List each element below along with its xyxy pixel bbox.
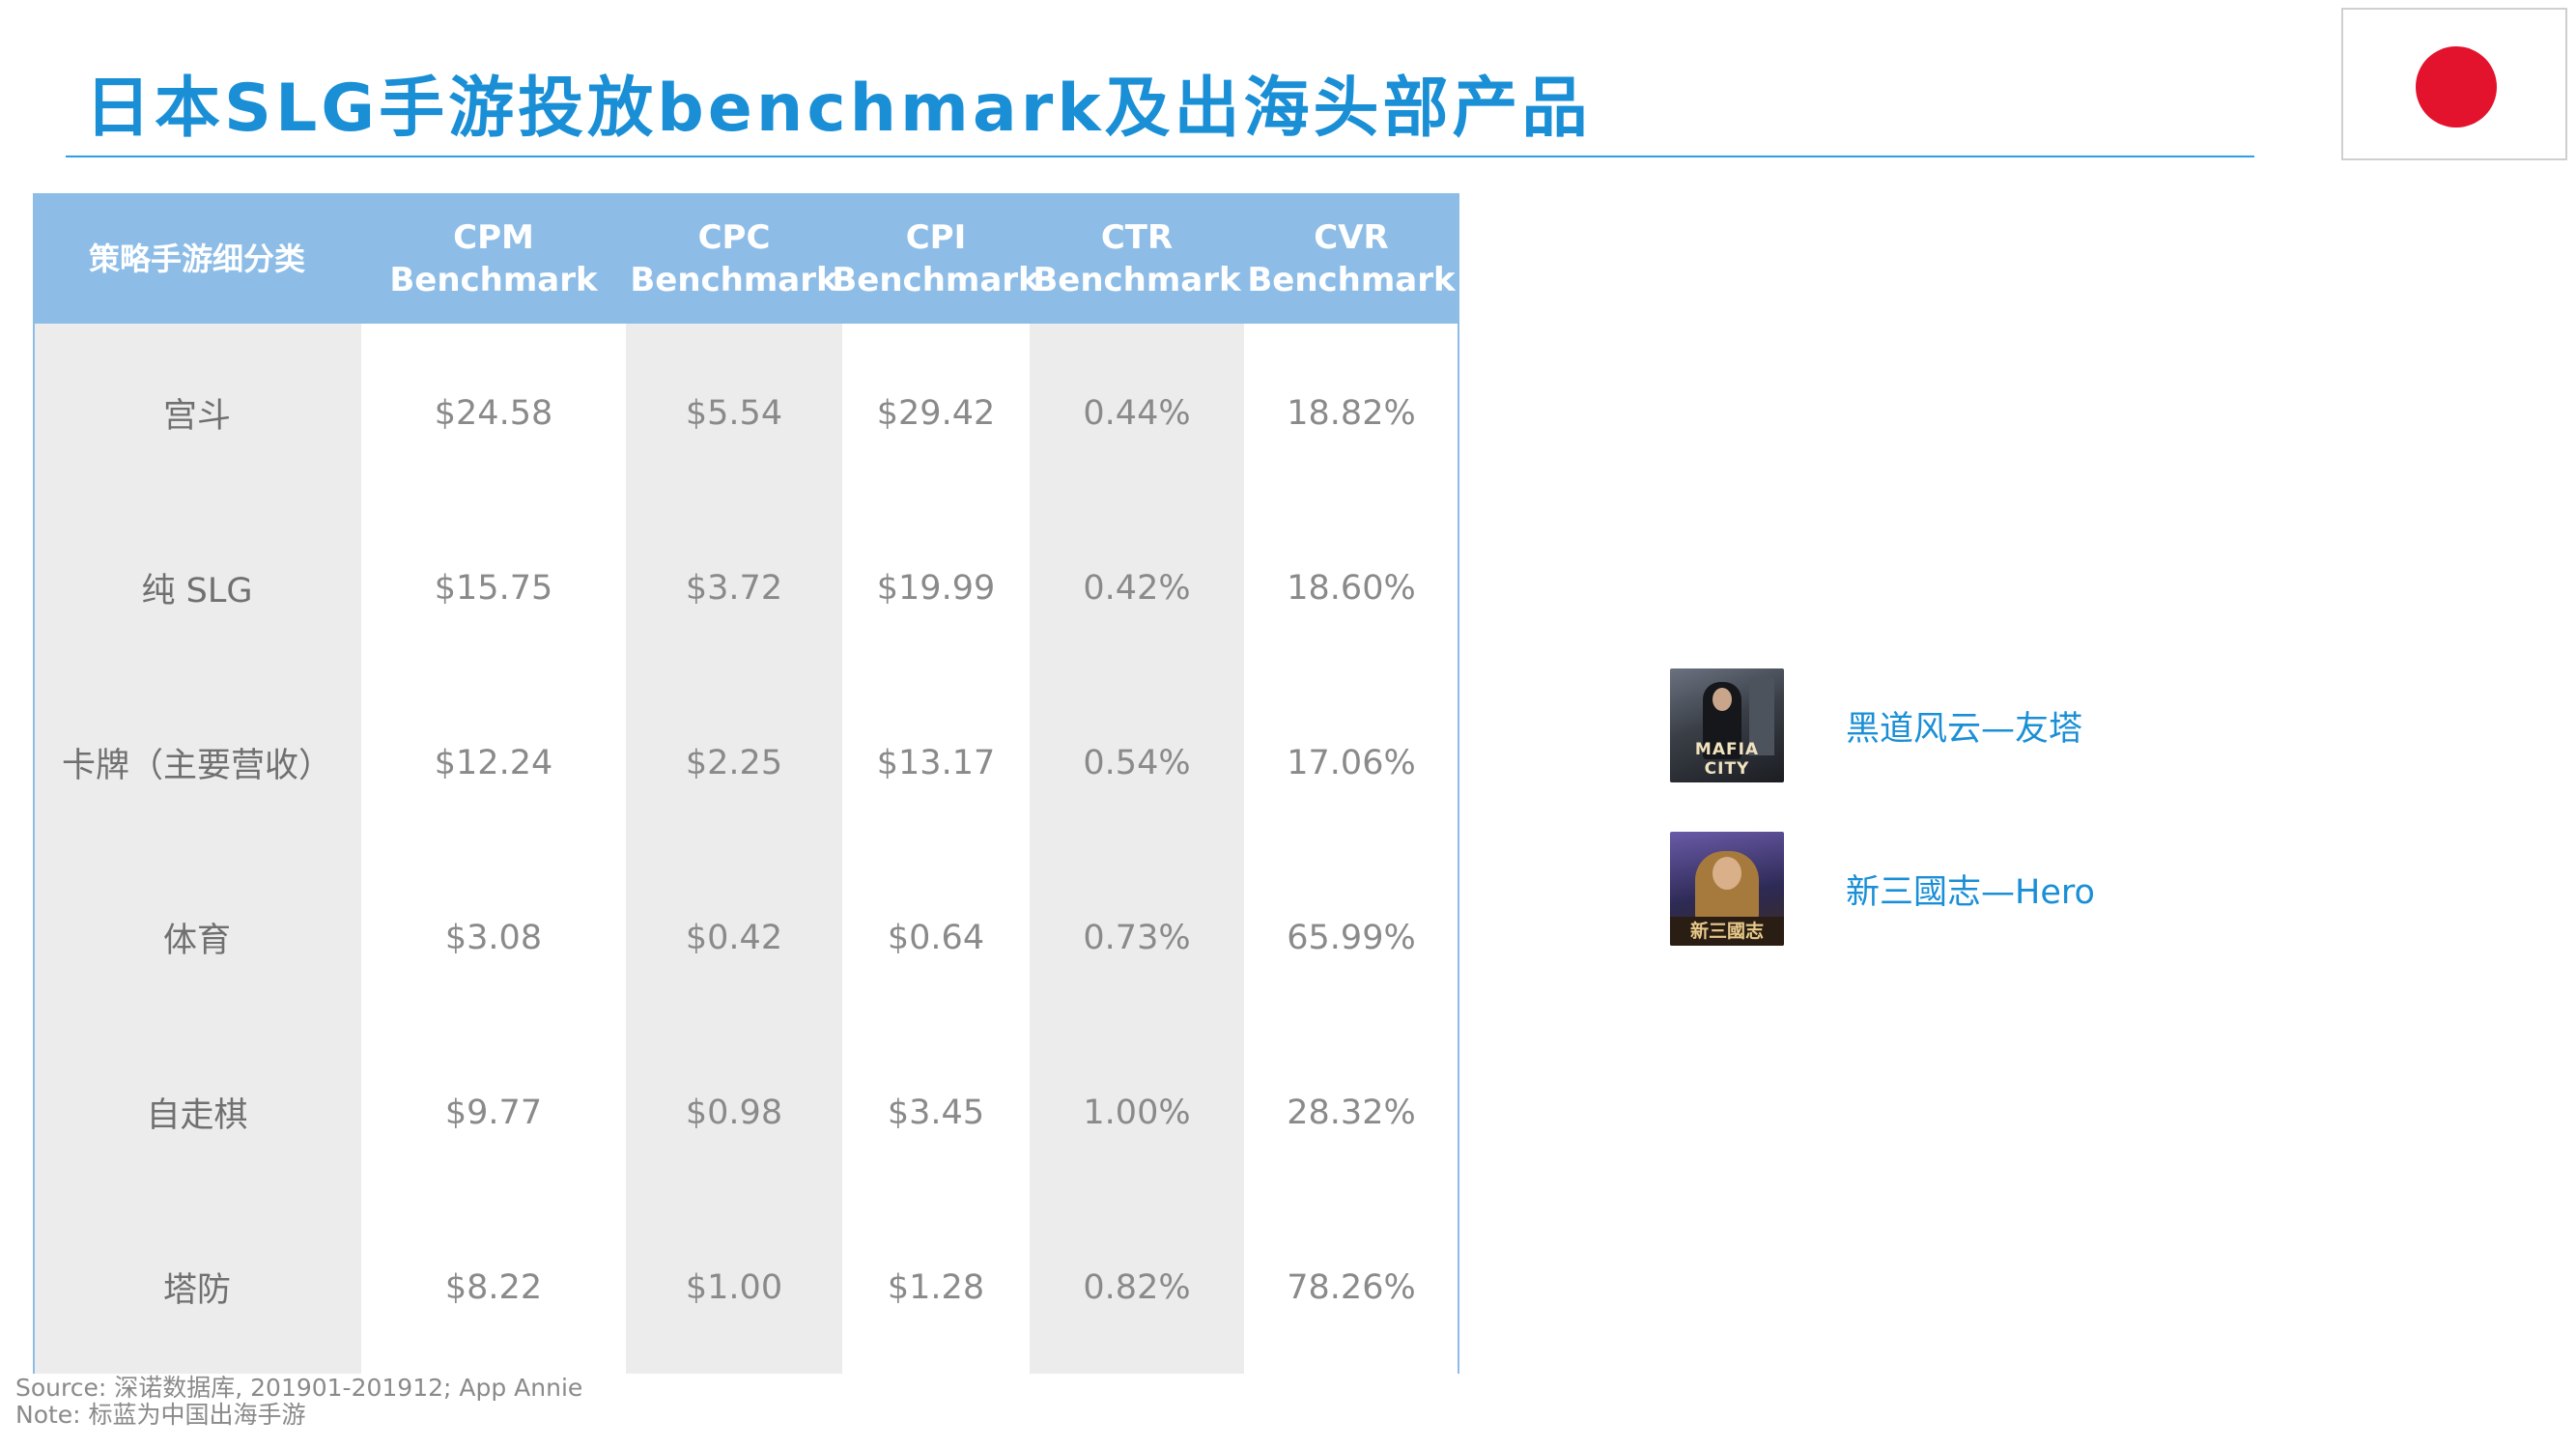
table-row: 宫斗 $24.58 $5.54 $29.42 0.44% 18.82% xyxy=(33,326,1458,500)
header-cpm-line1: CPM xyxy=(453,216,534,259)
header-cpc-line1: CPC xyxy=(698,216,771,259)
header-cvr: CVR Benchmark xyxy=(1244,193,1458,324)
cell-cpm: $12.24 xyxy=(361,675,626,850)
legend-note: Note: 标蓝为中国出海手游 xyxy=(15,1402,582,1429)
source-note: Source: 深诺数据库, 201901-201912; App Annie xyxy=(15,1375,582,1402)
cell-cvr: 28.32% xyxy=(1244,1025,1458,1200)
icon-face-shape xyxy=(1713,857,1741,890)
header-cpi: CPI Benchmark xyxy=(842,193,1030,324)
cell-cvr: 65.99% xyxy=(1244,850,1458,1025)
cell-category: 自走棋 xyxy=(33,1025,361,1200)
cell-cvr: 78.26% xyxy=(1244,1200,1458,1375)
header-cvr-line2: Benchmark xyxy=(1247,259,1455,301)
product-name: 新三國志—Hero xyxy=(1846,865,2095,914)
cell-cpc: $2.25 xyxy=(626,675,842,850)
cell-cvr: 18.60% xyxy=(1244,500,1458,675)
cell-ctr: 0.82% xyxy=(1030,1200,1244,1375)
product-item-three-kingdoms: 新三國志 新三國志—Hero xyxy=(1670,832,2250,948)
cell-ctr: 0.44% xyxy=(1030,326,1244,500)
icon-face-shape xyxy=(1713,688,1732,711)
cell-cpi: $19.99 xyxy=(842,500,1030,675)
title-divider xyxy=(66,156,2254,157)
cell-cpm: $3.08 xyxy=(361,850,626,1025)
benchmark-table: 策略手游细分类 CPM Benchmark CPC Benchmark CPI … xyxy=(33,193,1458,1374)
table-row: 塔防 $8.22 $1.00 $1.28 0.82% 78.26% xyxy=(33,1200,1458,1375)
page-title: 日本SLG手游投放benchmark及出海头部产品 xyxy=(85,54,1592,150)
three-kingdoms-app-icon: 新三國志 xyxy=(1670,832,1784,946)
cell-cpc: $5.54 xyxy=(626,326,842,500)
header-cpc: CPC Benchmark xyxy=(626,193,842,324)
cell-cpm: $9.77 xyxy=(361,1025,626,1200)
header-ctr-line1: CTR xyxy=(1101,216,1173,259)
cell-cvr: 17.06% xyxy=(1244,675,1458,850)
table-right-border xyxy=(1458,193,1459,1374)
header-ctr: CTR Benchmark xyxy=(1030,193,1244,324)
footnotes: Source: 深诺数据库, 201901-201912; App Annie … xyxy=(15,1375,582,1429)
cell-ctr: 0.54% xyxy=(1030,675,1244,850)
cell-ctr: 0.42% xyxy=(1030,500,1244,675)
cell-cpc: $0.42 xyxy=(626,850,842,1025)
cell-category: 纯 SLG xyxy=(33,500,361,675)
cell-cpi: $3.45 xyxy=(842,1025,1030,1200)
header-cpm-line2: Benchmark xyxy=(389,259,597,301)
flag-sun-disc xyxy=(2416,46,2497,128)
cell-cpc: $1.00 xyxy=(626,1200,842,1375)
cell-cpm: $15.75 xyxy=(361,500,626,675)
header-ctr-line2: Benchmark xyxy=(1033,259,1240,301)
table-left-border xyxy=(33,324,35,1374)
mafia-city-app-icon: MAFIA CITY xyxy=(1670,668,1784,782)
table-header: 策略手游细分类 CPM Benchmark CPC Benchmark CPI … xyxy=(33,193,1458,324)
product-item-mafia-city: MAFIA CITY 黑道风云—友塔 xyxy=(1670,668,2250,784)
cell-category: 体育 xyxy=(33,850,361,1025)
cell-cpm: $8.22 xyxy=(361,1200,626,1375)
header-cvr-line1: CVR xyxy=(1314,216,1388,259)
cell-category: 宫斗 xyxy=(33,326,361,500)
app-icon-logo-text: MAFIA CITY xyxy=(1674,740,1780,779)
header-cpi-line1: CPI xyxy=(906,216,967,259)
japan-flag-icon xyxy=(2341,8,2567,160)
header-cpi-line2: Benchmark xyxy=(832,259,1039,301)
cell-cpm: $24.58 xyxy=(361,326,626,500)
table-row: 卡牌（主要营收） $12.24 $2.25 $13.17 0.54% 17.06… xyxy=(33,675,1458,850)
header-category-label: 策略手游细分类 xyxy=(89,238,305,280)
cell-category: 卡牌（主要营收） xyxy=(33,675,361,850)
cell-cpc: $3.72 xyxy=(626,500,842,675)
cell-cvr: 18.82% xyxy=(1244,326,1458,500)
cell-ctr: 1.00% xyxy=(1030,1025,1244,1200)
table-row: 自走棋 $9.77 $0.98 $3.45 1.00% 28.32% xyxy=(33,1025,1458,1200)
cell-cpi: $13.17 xyxy=(842,675,1030,850)
app-icon-logo-text: 新三國志 xyxy=(1670,917,1784,943)
table-row: 体育 $3.08 $0.42 $0.64 0.73% 65.99% xyxy=(33,850,1458,1025)
cell-cpi: $29.42 xyxy=(842,326,1030,500)
table-row: 纯 SLG $15.75 $3.72 $19.99 0.42% 18.60% xyxy=(33,500,1458,675)
cell-cpi: $0.64 xyxy=(842,850,1030,1025)
cell-cpi: $1.28 xyxy=(842,1200,1030,1375)
header-category: 策略手游细分类 xyxy=(33,193,361,324)
cell-cpc: $0.98 xyxy=(626,1025,842,1200)
header-cpc-line2: Benchmark xyxy=(630,259,837,301)
cell-category: 塔防 xyxy=(33,1200,361,1375)
cell-ctr: 0.73% xyxy=(1030,850,1244,1025)
product-name: 黑道风云—友塔 xyxy=(1846,701,2082,751)
header-cpm: CPM Benchmark xyxy=(361,193,626,324)
